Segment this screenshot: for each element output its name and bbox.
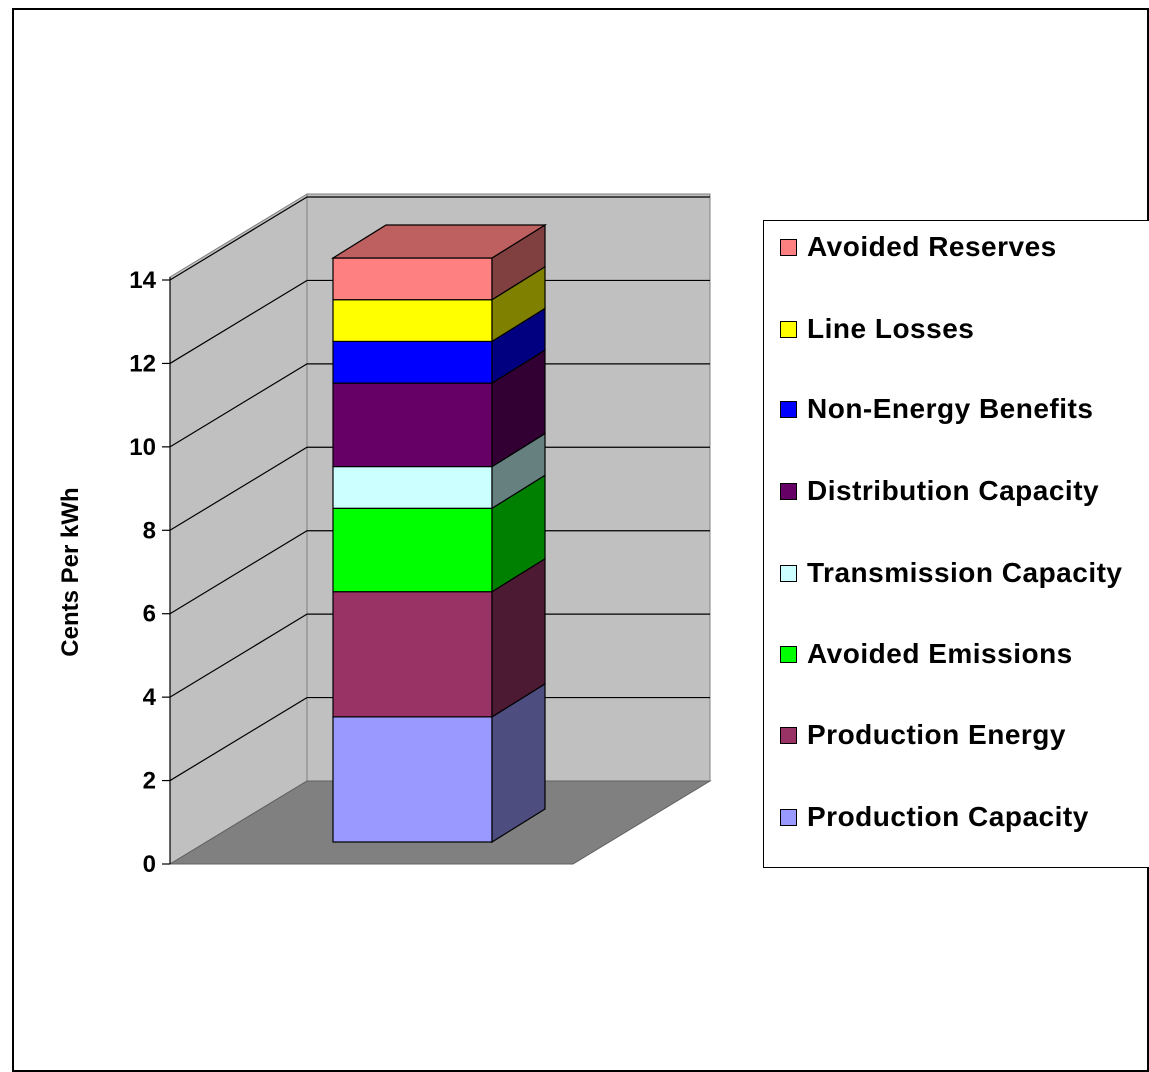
gridline bbox=[169, 196, 710, 281]
gridline bbox=[169, 363, 710, 448]
legend-label: Transmission Capacity bbox=[807, 557, 1123, 588]
bar-segment bbox=[332, 591, 493, 718]
legend-item: Production Capacity bbox=[780, 799, 1137, 835]
legend-label: Line Losses bbox=[807, 313, 975, 344]
legend-item: Production Energy bbox=[780, 717, 1137, 753]
gridline bbox=[169, 696, 710, 782]
legend-label: Non-Energy Benefits bbox=[807, 393, 1094, 424]
y-tick-label: 0 bbox=[143, 851, 156, 878]
legend-label: Production Energy bbox=[807, 719, 1066, 750]
legend-label: Avoided Reserves bbox=[807, 231, 1057, 262]
legend-swatch bbox=[780, 401, 797, 418]
y-tick-label: 12 bbox=[129, 350, 156, 377]
bar-segment bbox=[332, 465, 493, 509]
bar-segment bbox=[332, 299, 493, 343]
bar-top bbox=[330, 224, 548, 259]
bar-segment bbox=[332, 382, 493, 468]
y-tick-label: 14 bbox=[129, 267, 156, 294]
legend-label: Production Capacity bbox=[807, 801, 1089, 832]
legend-item: Distribution Capacity bbox=[780, 473, 1137, 509]
legend-item: Transmission Capacity bbox=[780, 555, 1137, 591]
y-tick-label: 10 bbox=[129, 434, 156, 461]
legend-swatch bbox=[780, 565, 797, 582]
y-tick-label: 2 bbox=[143, 768, 156, 795]
legend-swatch bbox=[780, 239, 797, 256]
bar-segment bbox=[332, 257, 493, 301]
legend-swatch bbox=[780, 646, 797, 663]
legend-swatch bbox=[780, 727, 797, 744]
bar-segment bbox=[332, 716, 493, 843]
gridline bbox=[169, 446, 710, 531]
y-axis-title: Cents Per kWh bbox=[57, 487, 84, 656]
gridline bbox=[169, 530, 710, 615]
gridline bbox=[169, 613, 710, 698]
y-tick-label: 6 bbox=[143, 601, 156, 628]
legend-item: Non-Energy Benefits bbox=[780, 391, 1137, 427]
gridline bbox=[169, 279, 710, 364]
side-wall bbox=[169, 193, 308, 865]
legend-item: Avoided Reserves bbox=[780, 229, 1137, 265]
legend-label: Avoided Emissions bbox=[807, 638, 1073, 669]
chart-legend: Avoided Reserves Line Losses Non-Energy Be… bbox=[763, 220, 1149, 868]
legend-swatch bbox=[780, 809, 797, 826]
legend-item: Avoided Emissions bbox=[780, 636, 1137, 672]
y-tick-label: 4 bbox=[143, 684, 157, 711]
bar-segment bbox=[332, 507, 493, 593]
legend-label: Distribution Capacity bbox=[807, 475, 1100, 506]
legend-swatch bbox=[780, 321, 797, 338]
legend-item: Line Losses bbox=[780, 311, 1137, 347]
bar-segment bbox=[332, 340, 493, 384]
legend-swatch bbox=[780, 483, 797, 500]
y-tick-label: 8 bbox=[143, 517, 156, 544]
